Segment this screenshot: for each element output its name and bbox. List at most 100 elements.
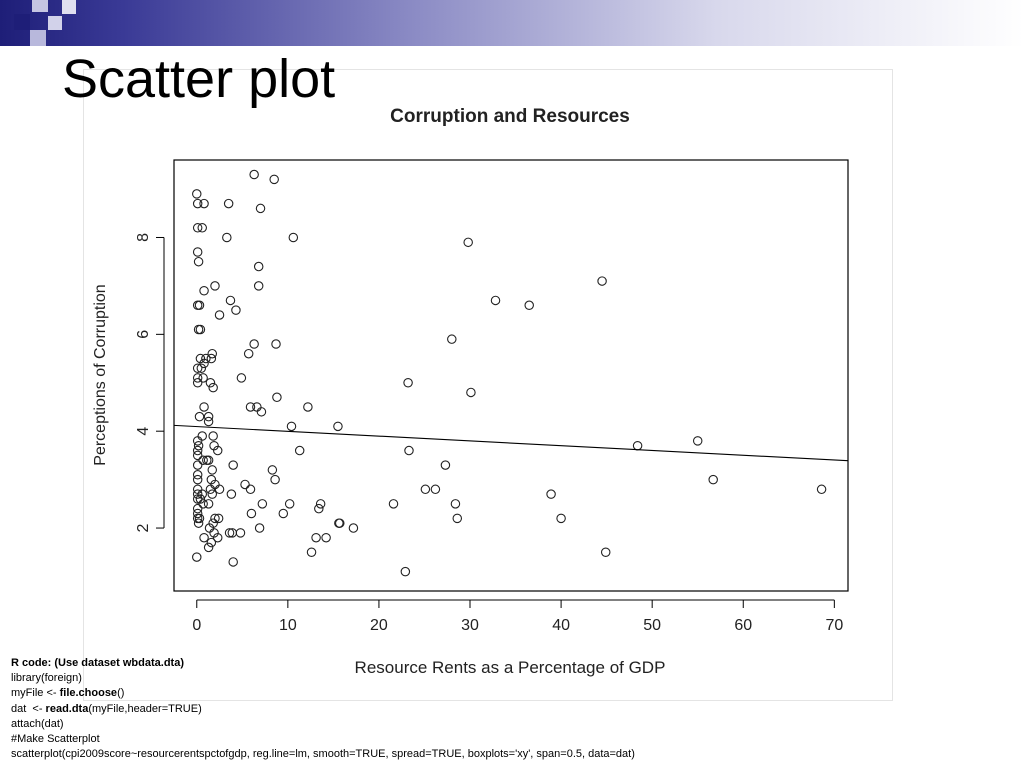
data-point bbox=[206, 537, 217, 548]
data-point bbox=[348, 523, 359, 533]
data-point bbox=[223, 198, 234, 209]
data-point bbox=[240, 479, 250, 490]
data-point bbox=[192, 189, 202, 199]
data-point bbox=[192, 198, 203, 209]
data-point bbox=[192, 223, 203, 233]
x-tick-label: 10 bbox=[279, 617, 297, 634]
header-gradient-band bbox=[0, 0, 1024, 46]
data-point bbox=[246, 508, 257, 519]
code-segment: () bbox=[117, 687, 125, 700]
code-segment: (myFile,header=TRUE) bbox=[88, 702, 202, 715]
data-point bbox=[452, 513, 463, 524]
decor-square-navy bbox=[14, 14, 30, 30]
data-point bbox=[430, 484, 441, 495]
data-point bbox=[212, 445, 223, 456]
x-tick-label: 20 bbox=[370, 617, 388, 634]
code-line: scatterplot(cpi2009score~resourcerentspc… bbox=[11, 747, 635, 762]
code-segment: attach(dat) bbox=[11, 717, 64, 730]
data-point bbox=[311, 532, 321, 543]
data-point bbox=[203, 542, 214, 553]
code-segment: #Make Scatterplot bbox=[11, 733, 100, 746]
data-point bbox=[228, 557, 238, 567]
data-point bbox=[193, 518, 204, 528]
plot-panel bbox=[84, 70, 892, 700]
plot-area-frame bbox=[173, 159, 849, 592]
data-point bbox=[388, 499, 399, 509]
data-point bbox=[198, 455, 208, 465]
decor-square-light bbox=[30, 30, 46, 46]
data-point bbox=[315, 499, 326, 509]
x-axis-label: Resource Rents as a Percentage of GDP bbox=[355, 658, 666, 677]
data-point bbox=[210, 513, 220, 524]
data-point bbox=[226, 489, 237, 499]
y-tick-label: 6 bbox=[135, 330, 152, 339]
data-point bbox=[333, 421, 343, 432]
y-axis-label: Perceptions of Corruption bbox=[92, 284, 109, 465]
data-point bbox=[192, 247, 203, 257]
data-point bbox=[201, 353, 211, 364]
data-point bbox=[192, 450, 203, 461]
data-point bbox=[212, 532, 223, 543]
data-point bbox=[194, 513, 205, 524]
regression-line bbox=[173, 424, 849, 462]
data-point bbox=[192, 484, 203, 495]
data-point bbox=[420, 484, 431, 495]
data-point bbox=[203, 455, 214, 465]
data-point bbox=[306, 547, 317, 558]
data-point bbox=[206, 353, 217, 364]
x-tick-label: 50 bbox=[643, 617, 661, 634]
data-point bbox=[196, 363, 207, 373]
code-line: R code: (Use dataset wbdata.dta) bbox=[11, 656, 635, 671]
data-point bbox=[224, 528, 235, 538]
chart-title: Corruption and Resources bbox=[390, 106, 630, 127]
data-point bbox=[243, 348, 254, 359]
data-point bbox=[207, 465, 218, 475]
data-point bbox=[192, 460, 203, 470]
x-tick-label: 70 bbox=[825, 617, 843, 634]
slide-title: Scatter plot bbox=[62, 49, 336, 109]
data-point bbox=[193, 440, 204, 451]
y-axis: 2 4 6 8 bbox=[135, 233, 165, 532]
x-tick-label: 60 bbox=[734, 617, 752, 634]
data-point bbox=[207, 489, 218, 499]
data-point bbox=[692, 436, 703, 446]
data-point bbox=[195, 324, 206, 335]
data-point bbox=[203, 416, 214, 427]
data-point bbox=[524, 300, 534, 311]
data-point bbox=[450, 499, 461, 509]
data-point bbox=[192, 508, 203, 519]
data-point bbox=[208, 431, 218, 441]
data-point bbox=[213, 513, 224, 524]
data-point bbox=[214, 310, 225, 320]
data-point bbox=[404, 445, 414, 456]
data-point bbox=[490, 295, 501, 306]
data-point bbox=[236, 373, 247, 383]
data-point bbox=[192, 474, 203, 485]
data-point bbox=[245, 402, 256, 412]
data-point bbox=[556, 513, 566, 524]
code-segment: myFile <- bbox=[11, 687, 60, 700]
data-point bbox=[192, 378, 203, 388]
code-line: attach(dat) bbox=[11, 717, 635, 732]
x-tick-label: 40 bbox=[552, 617, 570, 634]
data-point bbox=[253, 261, 264, 272]
code-line: library(foreign) bbox=[11, 671, 635, 686]
data-point bbox=[205, 484, 216, 495]
data-point bbox=[272, 392, 282, 403]
data-point bbox=[400, 566, 411, 577]
y-tick-label: 2 bbox=[135, 523, 152, 532]
x-tick-label: 30 bbox=[461, 617, 479, 634]
data-point bbox=[335, 518, 345, 528]
data-point bbox=[294, 445, 305, 456]
data-point bbox=[235, 528, 246, 538]
data-point bbox=[288, 232, 299, 243]
data-point bbox=[228, 460, 238, 470]
data-point bbox=[257, 499, 268, 509]
data-point bbox=[256, 407, 267, 417]
data-points bbox=[192, 169, 827, 577]
data-point bbox=[198, 499, 208, 509]
data-point bbox=[192, 300, 203, 311]
data-point bbox=[286, 421, 297, 432]
data-point bbox=[466, 387, 476, 398]
data-point bbox=[192, 470, 203, 480]
